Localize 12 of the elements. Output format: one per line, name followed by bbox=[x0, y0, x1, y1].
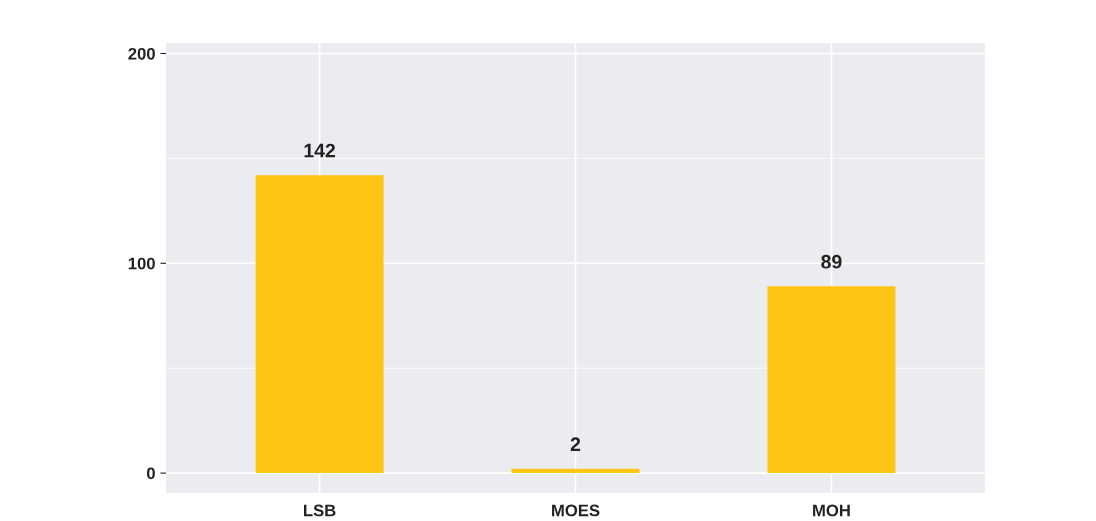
data-label: 89 bbox=[821, 254, 842, 269]
bar bbox=[255, 175, 384, 474]
data-label: 2 bbox=[570, 437, 581, 451]
bar bbox=[767, 286, 896, 474]
y-tick-label: 0 bbox=[146, 467, 155, 480]
bar bbox=[511, 468, 640, 474]
x-tick-label: MOES bbox=[552, 504, 600, 517]
x-tick-label: LSB bbox=[304, 504, 336, 517]
y-tick-label: 200 bbox=[128, 47, 155, 60]
x-tick-label: MOH bbox=[813, 504, 850, 517]
data-label: 142 bbox=[304, 143, 336, 158]
y-tick-label: 100 bbox=[128, 257, 155, 270]
